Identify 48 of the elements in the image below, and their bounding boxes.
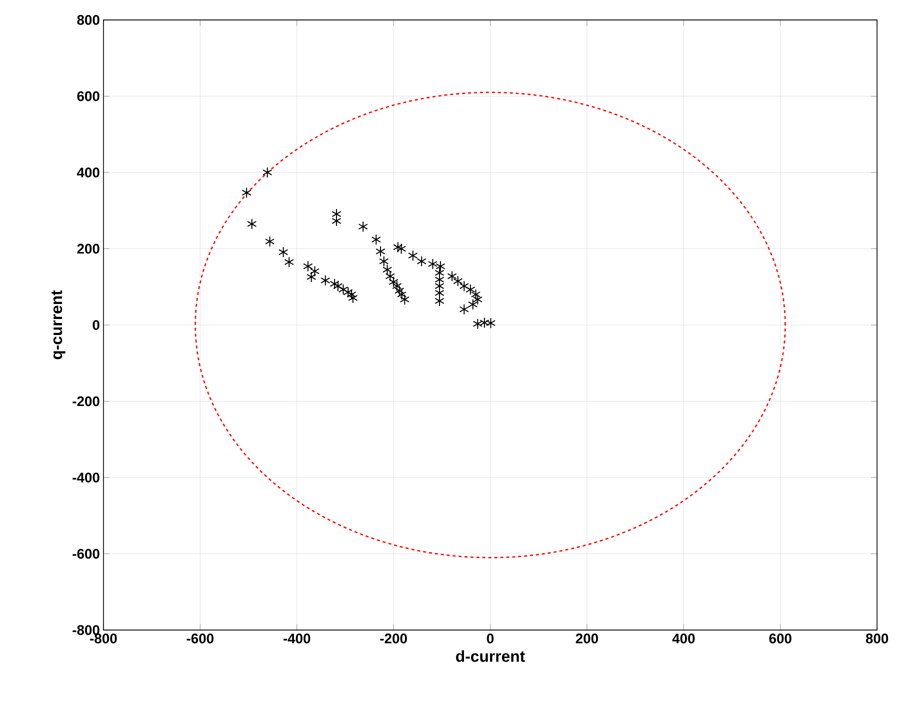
y-tick-label: 800 [77, 15, 100, 25]
point [264, 236, 275, 248]
y-tick-label: 600 [77, 91, 100, 102]
x-tick-label: 600 [769, 634, 792, 644]
y-tick-label: -600 [72, 548, 100, 559]
y-tick-label: -800 [72, 625, 100, 636]
point [480, 317, 490, 328]
point [434, 280, 444, 292]
y-tick-label: -400 [72, 472, 100, 483]
point [416, 256, 426, 267]
y-tick-label: 400 [76, 168, 100, 178]
y-axis-title: q-current [52, 290, 66, 360]
point [247, 218, 257, 230]
point [303, 260, 313, 272]
point [338, 284, 348, 296]
point [306, 272, 316, 283]
point [262, 167, 272, 178]
x-tick-label: 800 [866, 634, 888, 644]
x-tick-label: 200 [576, 634, 598, 644]
y-tick-label: -200 [72, 396, 100, 406]
point [371, 234, 381, 246]
point [320, 275, 330, 286]
y-tick-label: 0 [92, 320, 100, 330]
point [396, 243, 406, 254]
y-tick-label: 200 [77, 244, 100, 254]
point [434, 274, 444, 286]
point [486, 318, 496, 329]
point [468, 299, 478, 310]
point [330, 278, 340, 290]
point [393, 242, 403, 253]
point [242, 187, 252, 198]
point [472, 318, 483, 330]
x-tick-label: 0 [486, 634, 494, 644]
point [333, 280, 343, 292]
point [472, 294, 483, 306]
point [310, 266, 320, 277]
point [408, 250, 418, 262]
point [459, 280, 469, 292]
x-tick-label: -200 [380, 634, 407, 644]
point [346, 289, 356, 300]
x-tick-label: -800 [90, 634, 117, 644]
x-tick-label: -400 [283, 634, 310, 644]
x-tick-label: -600 [186, 634, 214, 644]
x-axis-title: d-current [456, 650, 525, 662]
x-tick-label: 400 [672, 634, 695, 644]
point [358, 221, 368, 232]
point [436, 260, 446, 272]
point [459, 304, 469, 315]
